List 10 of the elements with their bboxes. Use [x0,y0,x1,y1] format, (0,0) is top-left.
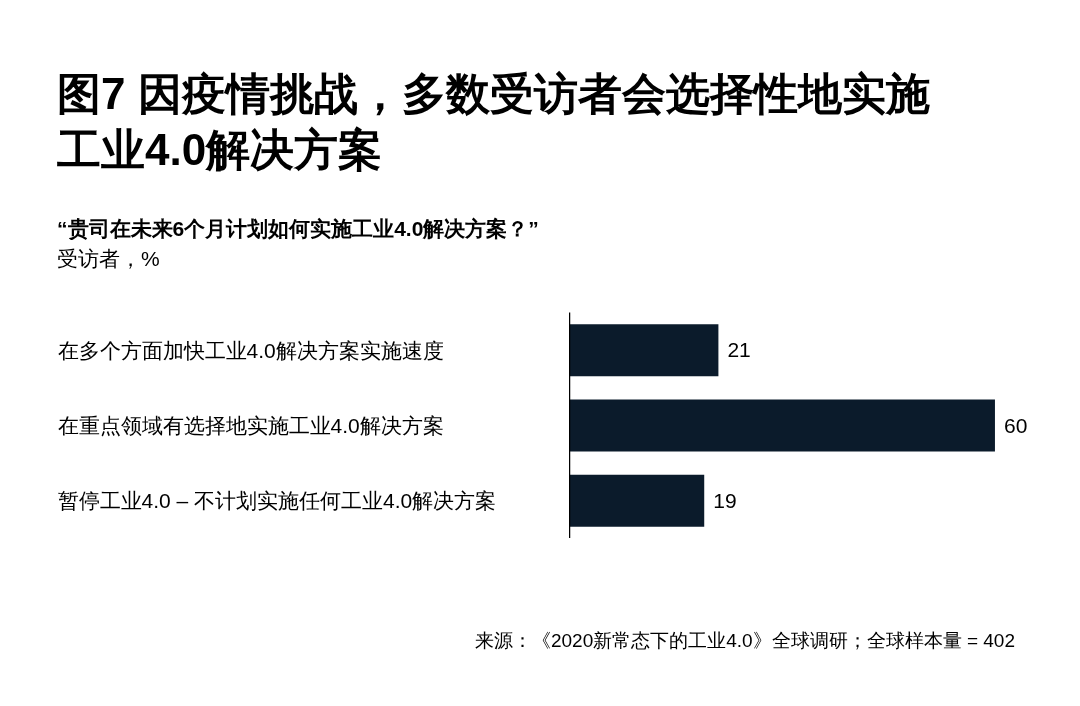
source-note: 来源：《2020新常态下的工业4.0》全球调研；全球样本量 = 402 [474,629,1015,653]
data-label: 21 [727,338,751,362]
data-label: 19 [713,488,737,512]
y-tick-label: 在重点领域有选择地实施工业4.0解决方案 [57,414,444,437]
chart-title: 图7 因疫情挑战，多数受访者会选择性地实施工业4.0解决方案 [57,68,931,176]
y-tick-label: 在多个方面加快工业4.0解决方案实施速度 [57,338,444,362]
data-label: 60 [1003,413,1028,437]
y-tick-label: 暂停工业4.0 – 不计划实施任何工业4.0解决方案 [57,489,497,513]
x-axis-title: 受访者，% [57,246,160,272]
text: “贵司在未来6个月计划如何实施工业4.0解决方案？” [57,216,539,242]
